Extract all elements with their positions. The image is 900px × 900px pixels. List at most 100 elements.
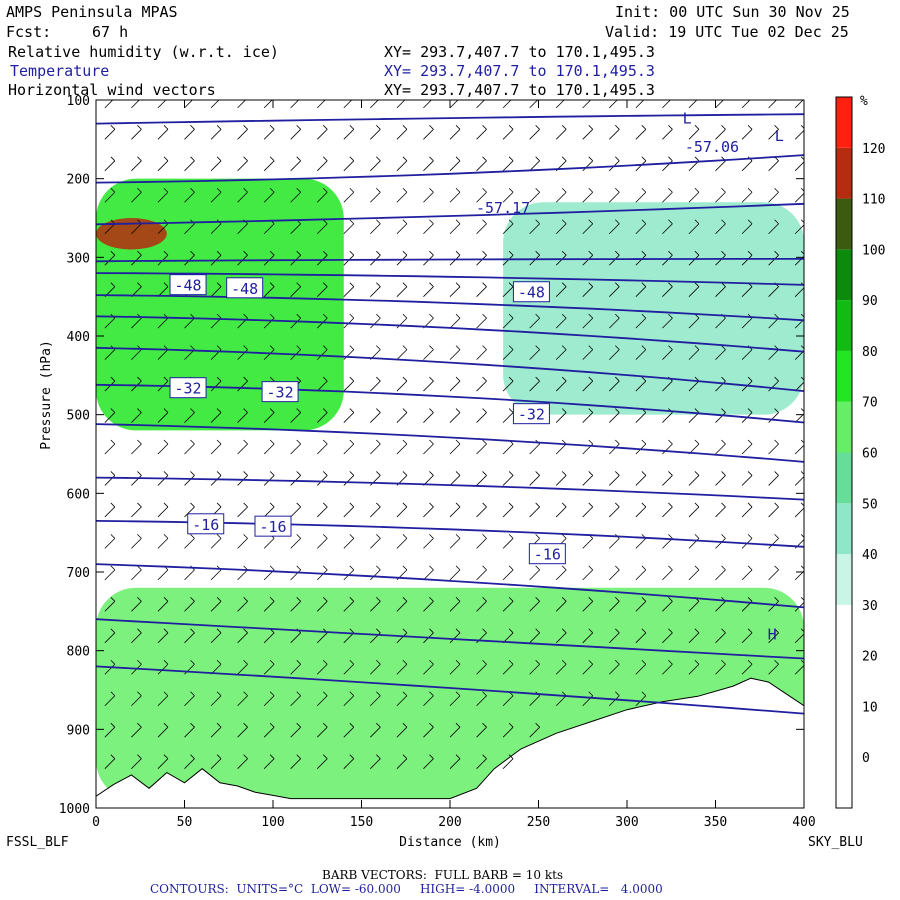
wind-barb (370, 187, 381, 203)
wind-barb (396, 534, 408, 549)
wind-barb (157, 691, 169, 707)
field-xy-temperature: XY= 293.7,407.7 to 170.1,495.3 (384, 62, 655, 80)
field-label-rh: Relative humidity (w.r.t. ice) (8, 43, 279, 61)
wind-barb (157, 628, 169, 644)
wind-barb (768, 219, 779, 235)
wind-barb (635, 376, 647, 392)
wind-barb (396, 345, 408, 360)
wind-barb (715, 628, 726, 644)
wind-barb (290, 187, 301, 203)
isotherm--4 (96, 665, 804, 715)
wind-barb (263, 282, 275, 297)
wind-barb (396, 313, 408, 329)
colorbar: 0 10 20 30 40 50 60 70 80 90 100 110 120% (835, 94, 885, 809)
wind-barb (529, 628, 540, 644)
wind-barb (370, 439, 381, 455)
wind-barb (768, 597, 779, 612)
temperature-label: -48 (518, 284, 545, 302)
wind-barb (396, 628, 408, 644)
wind-barb (635, 156, 647, 172)
wind-barb (794, 502, 804, 518)
wind-barb (662, 471, 673, 486)
colorbar-bin (836, 554, 852, 605)
wind-barb (290, 439, 301, 455)
wind-barb (104, 187, 116, 203)
wind-barb (715, 471, 726, 486)
wind-barb (768, 250, 779, 266)
wind-barb (104, 125, 116, 140)
colorbar-bin (836, 147, 852, 199)
colorbar-bin (836, 655, 852, 707)
wind-barb (582, 187, 594, 203)
wind-barb (370, 376, 381, 392)
wind-barb (688, 219, 700, 235)
wind-barb (449, 345, 461, 360)
wind-barb (529, 187, 540, 203)
wind-barb (688, 187, 700, 203)
wind-barb (555, 376, 567, 392)
wind-barb (768, 628, 779, 644)
wind-barb (609, 282, 620, 297)
wind-barb (157, 534, 169, 549)
wind-barb (582, 628, 594, 644)
wind-barb (449, 125, 461, 140)
wind-barb (688, 439, 700, 455)
wind-barb (131, 502, 142, 518)
wind-barb (316, 125, 328, 140)
wind-barb (237, 408, 248, 423)
wind-barb (794, 125, 804, 140)
wind-barb (343, 345, 355, 360)
wind-barb (396, 156, 408, 172)
wind-barb (449, 754, 461, 769)
wind-barb (423, 187, 434, 203)
wind-barb (343, 471, 355, 486)
colorbar-label: 0 (862, 751, 870, 766)
wind-barb (582, 408, 594, 423)
humidity-region-2 (503, 202, 804, 415)
wind-barb (263, 502, 275, 518)
wind-barb (263, 659, 275, 675)
wind-barb (316, 345, 328, 360)
wind-barb (794, 628, 804, 644)
wind-barb (476, 659, 487, 675)
humidity-region-0 (96, 178, 344, 431)
wind-barb (502, 187, 514, 203)
wind-barb (529, 722, 540, 738)
wind-barb (582, 313, 594, 329)
field-xy-wind: XY= 293.7,407.7 to 170.1,495.3 (384, 81, 655, 99)
forecast-label: Fcst: (6, 23, 52, 41)
wind-barb (688, 471, 700, 486)
wind-barb (423, 345, 434, 360)
wind-barb (131, 156, 142, 172)
wind-barb (555, 125, 567, 140)
wind-barb (290, 597, 301, 612)
wind-barb (502, 439, 514, 455)
wind-barb (316, 282, 328, 297)
wind-barb (370, 250, 381, 266)
colorbar-unit: % (860, 94, 868, 109)
wind-barb (131, 187, 142, 203)
colorbar-label: 110 (862, 193, 885, 208)
wind-barb (370, 565, 381, 581)
wind-barb (741, 219, 753, 235)
wind-barb (104, 659, 116, 675)
wind-barb (476, 100, 485, 109)
wind-barb (343, 565, 355, 581)
wind-barb (343, 628, 355, 644)
wind-barb (635, 219, 647, 235)
wind-barb (529, 597, 540, 612)
wind-barb (688, 250, 700, 266)
wind-barb (609, 156, 620, 172)
wind-barb (449, 187, 461, 203)
x-tick-label: 350 (704, 815, 727, 830)
wind-barb (582, 439, 594, 455)
wind-barb (104, 408, 116, 423)
wind-barb (104, 565, 116, 581)
wind-barb (316, 408, 328, 423)
wind-barb (184, 156, 195, 172)
wind-barb (104, 502, 116, 518)
wind-barb (768, 659, 779, 675)
colorbar-label: 120 (862, 142, 885, 157)
wind-barb (662, 502, 673, 518)
